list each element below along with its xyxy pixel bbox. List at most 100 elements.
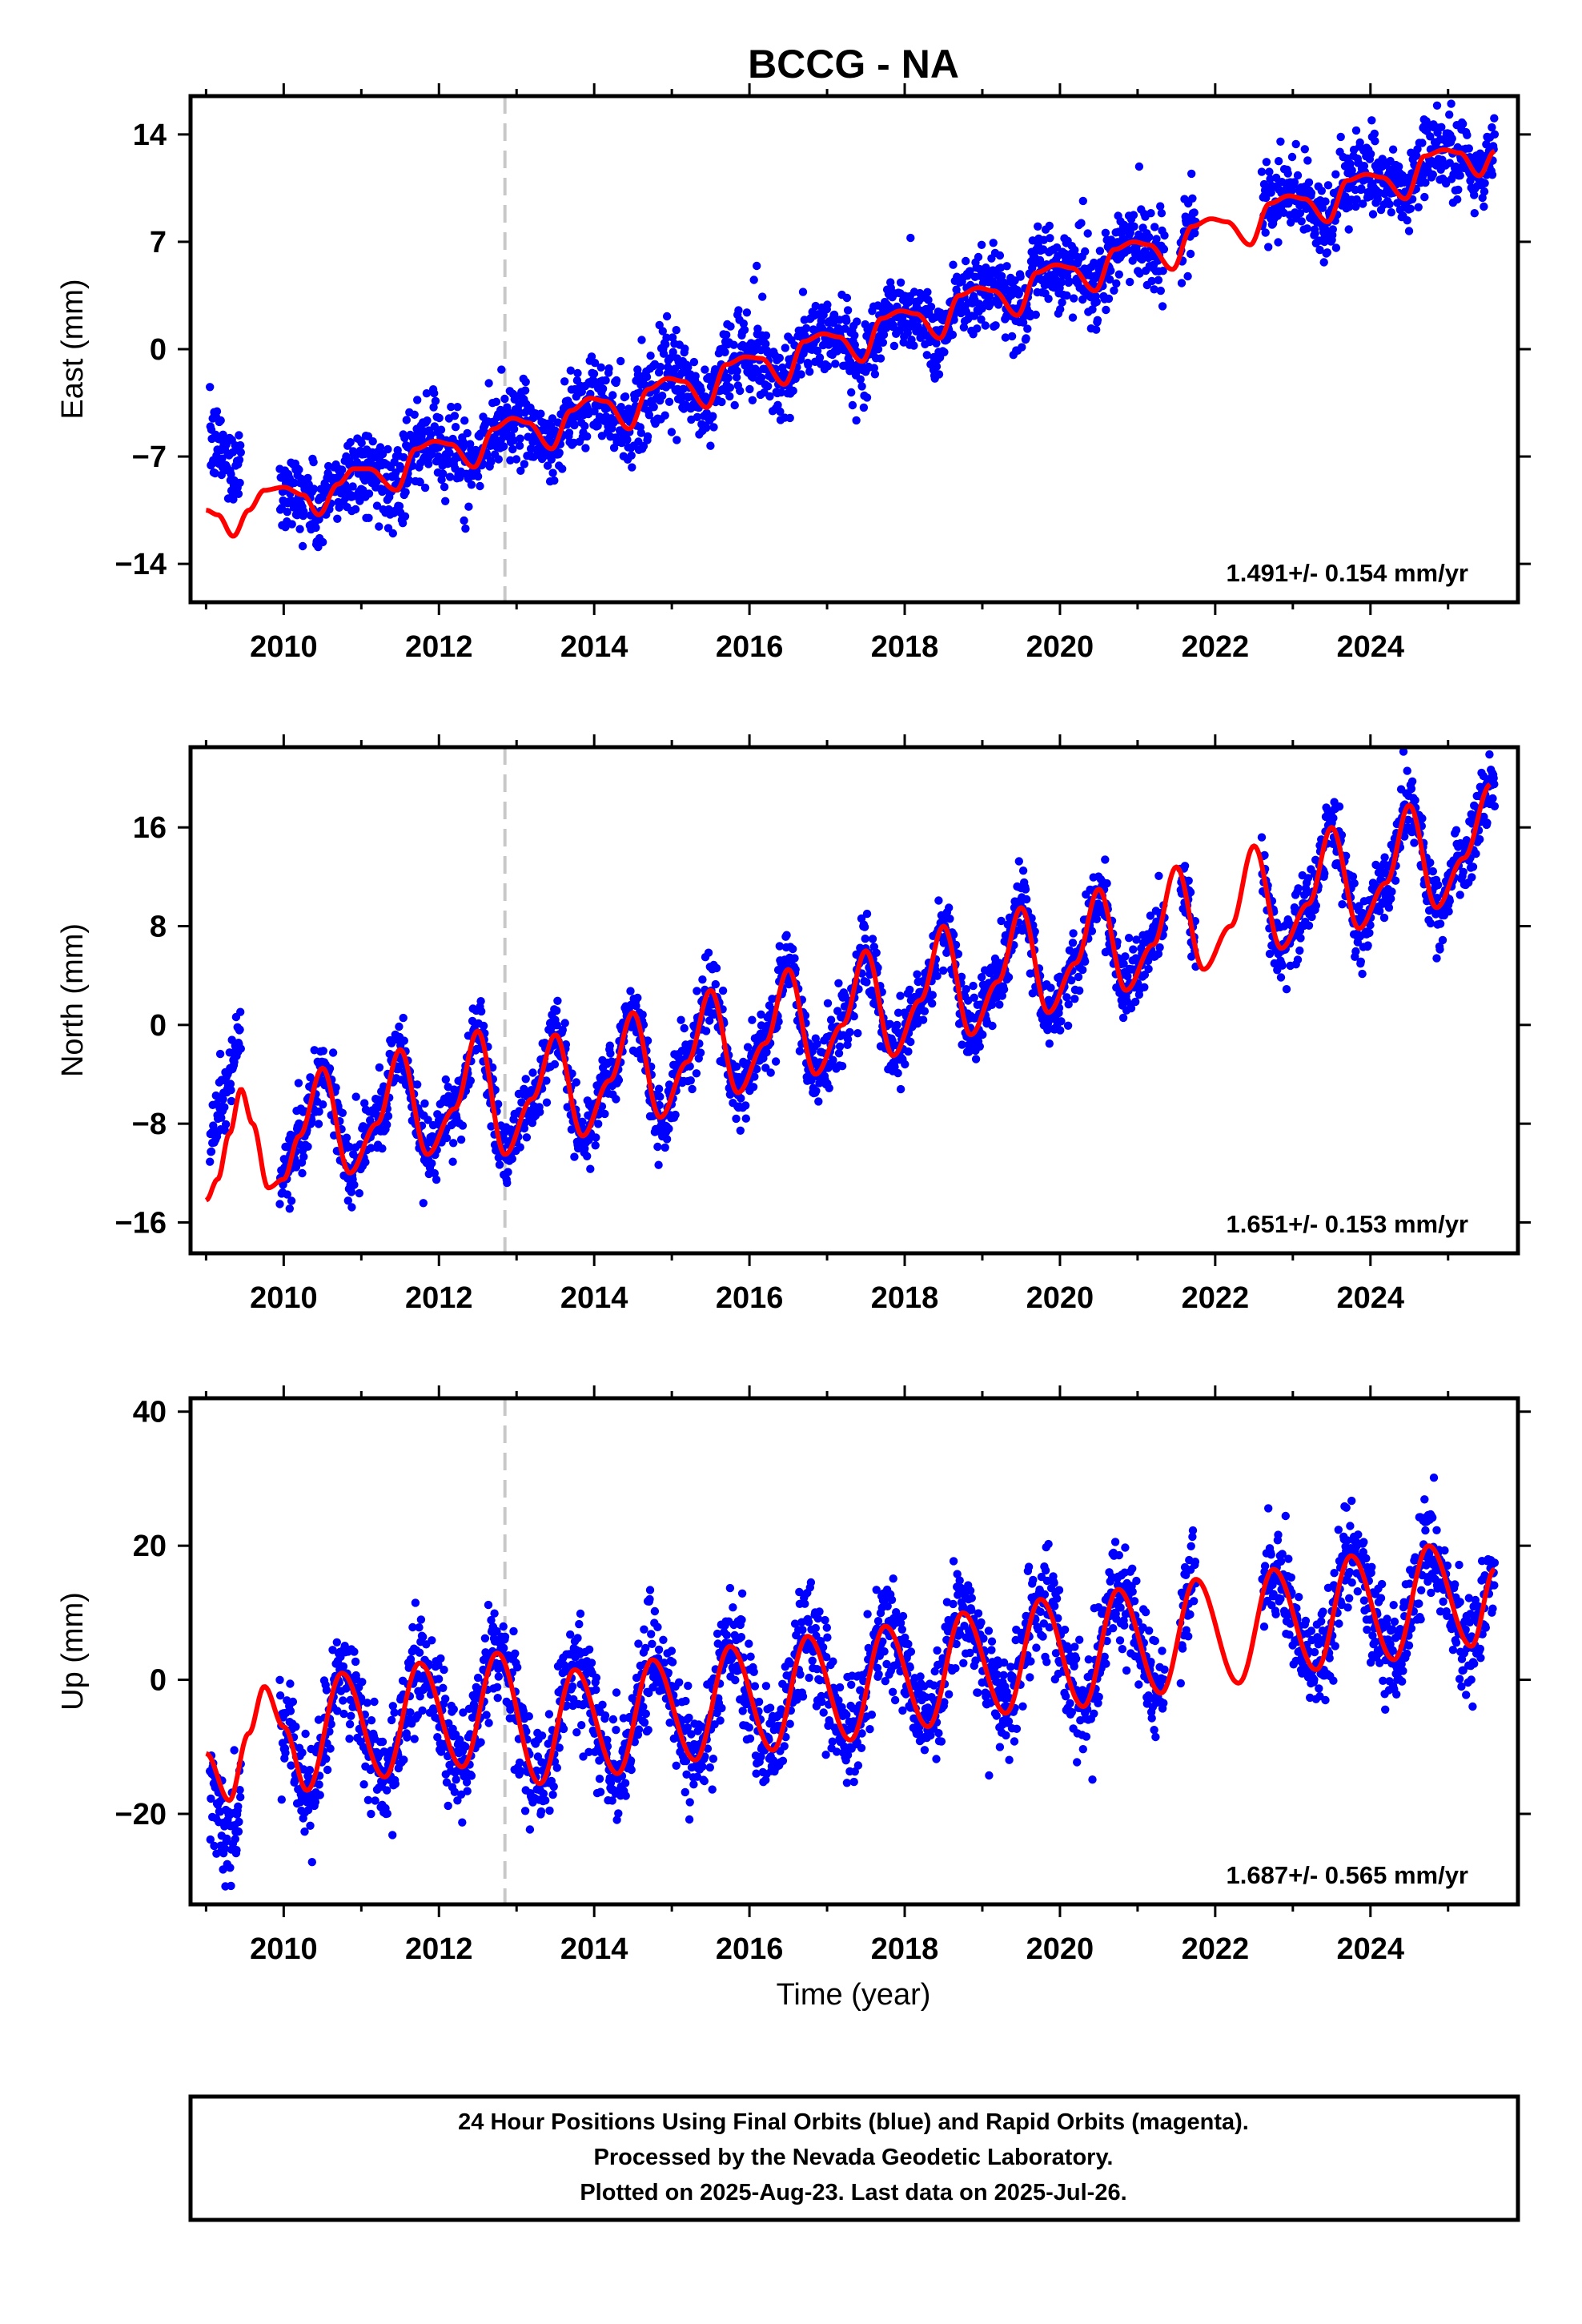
data-point — [528, 1068, 537, 1077]
data-point — [626, 987, 635, 995]
data-point — [849, 1011, 858, 1021]
data-point — [740, 325, 749, 335]
data-point — [347, 1188, 356, 1196]
data-point — [605, 1041, 614, 1050]
data-point — [612, 376, 621, 385]
data-point — [776, 407, 785, 416]
data-point — [1297, 217, 1306, 226]
data-point — [948, 330, 958, 340]
data-point — [1303, 156, 1312, 165]
data-point — [314, 1120, 323, 1128]
data-point — [218, 454, 227, 463]
data-point — [436, 425, 446, 434]
data-point — [977, 973, 986, 982]
data-point — [500, 442, 508, 451]
data-point — [1155, 943, 1164, 952]
data-point — [834, 979, 843, 988]
data-point — [319, 1100, 327, 1109]
data-point — [477, 1007, 486, 1016]
data-point — [216, 416, 225, 425]
data-point — [748, 396, 757, 404]
data-point — [1274, 238, 1283, 247]
data-point — [1293, 955, 1303, 964]
data-point — [476, 481, 484, 491]
data-point — [573, 368, 582, 378]
data-point — [1063, 1021, 1073, 1031]
data-point — [1488, 123, 1496, 132]
data-point — [517, 1098, 526, 1107]
data-point — [896, 1084, 905, 1094]
data-point — [962, 256, 970, 266]
data-point — [889, 341, 899, 351]
data-point — [946, 915, 954, 923]
data-point — [1106, 266, 1115, 275]
data-point — [347, 1203, 356, 1212]
data-point — [1001, 333, 1010, 342]
data-point — [893, 1008, 903, 1017]
data-point — [1490, 130, 1500, 139]
data-point — [303, 473, 312, 483]
data-point — [1132, 935, 1141, 944]
data-point — [285, 1204, 294, 1213]
data-point — [357, 438, 366, 448]
data-point — [773, 400, 782, 409]
data-point — [1387, 887, 1396, 896]
data-point — [303, 1142, 312, 1152]
data-point — [1311, 901, 1321, 911]
data-point — [932, 362, 942, 371]
data-point — [957, 972, 966, 982]
data-point — [1335, 802, 1344, 811]
data-point — [636, 428, 646, 437]
data-point — [508, 444, 517, 454]
data-point — [1004, 973, 1014, 982]
data-point — [1482, 140, 1491, 149]
data-point — [366, 1116, 375, 1125]
data-point — [823, 999, 833, 1008]
data-point — [570, 420, 579, 430]
data-point — [999, 985, 1009, 994]
data-point — [1323, 248, 1332, 257]
data-point — [283, 508, 291, 517]
data-point — [338, 1108, 347, 1118]
data-point — [1095, 247, 1105, 255]
data-point — [235, 478, 244, 488]
data-point — [745, 384, 754, 394]
data-point — [813, 1039, 821, 1048]
data-point — [445, 472, 455, 481]
data-point — [1083, 229, 1092, 238]
data-point — [372, 476, 381, 486]
data-point — [934, 896, 943, 905]
data-point — [684, 363, 693, 372]
data-point — [829, 310, 839, 320]
data-point — [586, 1164, 595, 1173]
data-point — [1262, 193, 1271, 203]
x-tick-label: 2022 — [1182, 630, 1250, 664]
data-point — [1444, 907, 1453, 916]
data-point — [1078, 965, 1087, 975]
data-point — [401, 488, 410, 497]
data-point — [662, 333, 671, 342]
data-point — [893, 1068, 902, 1078]
data-point — [717, 397, 726, 407]
data-point — [220, 1103, 229, 1112]
data-point — [1366, 150, 1375, 159]
data-point — [1413, 145, 1422, 154]
data-point — [1459, 867, 1468, 877]
data-point — [550, 476, 559, 485]
data-point — [1159, 245, 1169, 254]
data-point — [939, 966, 948, 975]
data-point — [375, 1063, 384, 1072]
data-point — [212, 407, 222, 416]
data-point — [1307, 188, 1316, 198]
data-point — [487, 1122, 496, 1131]
data-point — [521, 1075, 530, 1084]
data-point — [399, 1013, 408, 1023]
data-point — [753, 261, 761, 271]
data-point — [847, 388, 856, 397]
model-fit-line — [205, 147, 1496, 539]
data-point — [294, 1079, 303, 1088]
data-point — [1331, 170, 1340, 179]
data-point — [1395, 162, 1403, 171]
data-point — [872, 948, 881, 958]
data-point — [1088, 305, 1097, 314]
